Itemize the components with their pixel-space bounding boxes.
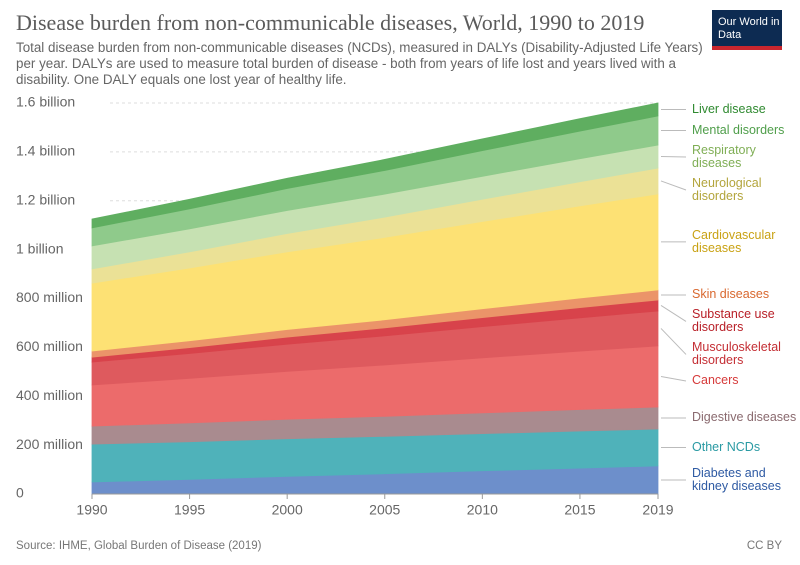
y-tick-label: 0 [16,485,24,501]
logo[interactable]: Our World in Data [712,10,782,50]
y-tick-label: 200 million [16,436,83,452]
legend-connector [660,328,687,355]
x-tick-label: 2000 [272,502,303,518]
legend-label[interactable]: Respiratory diseases [692,142,756,170]
y-tick-label: 800 million [16,289,83,305]
y-tick-label: 600 million [16,338,83,354]
y-tick-label: 1.6 billion [16,94,75,110]
legend-label[interactable]: Mental disorders [692,122,785,137]
area [91,102,659,229]
x-tick-label: 2005 [369,502,400,518]
legend-label[interactable]: Other NCDs [692,439,761,454]
x-tick-label: 2015 [564,502,595,518]
chart-title: Disease burden from non-communicable dis… [16,10,645,35]
legend-label[interactable]: Digestive diseases [692,410,797,425]
legend-label[interactable]: Skin diseases [692,287,770,302]
legend-label[interactable]: Neurological disorders [692,175,762,203]
source-note: Source: IHME, Global Burden of Disease (… [16,540,262,552]
x-tick-label: 2010 [467,502,498,518]
y-tick-label: 1.2 billion [16,191,75,207]
legend-label[interactable]: Cancers [692,373,739,388]
legend-connector [660,180,687,191]
legend-connector [660,305,687,322]
license[interactable]: CC BY [746,540,782,552]
legend-label[interactable]: Diabetes and kidney diseases [692,465,781,493]
x-tick-label: 1990 [76,502,107,518]
legend-label[interactable]: Cardiovascular diseases [692,227,776,255]
chart-subtitle: Total disease burden from non-communicab… [16,40,703,87]
y-tick-label: 1.4 billion [16,143,75,159]
legend-label[interactable]: Liver disease [692,101,766,116]
y-tick-label: 1 billion [16,240,63,256]
legend-label[interactable]: Substance use disorders [692,307,775,335]
x-tick-label: 1995 [174,502,205,518]
y-tick-label: 400 million [16,387,83,403]
legend-label[interactable]: Musculoskeletal disorders [692,340,781,368]
legend-connector [660,375,687,382]
x-tick-label: 2019 [642,502,673,518]
